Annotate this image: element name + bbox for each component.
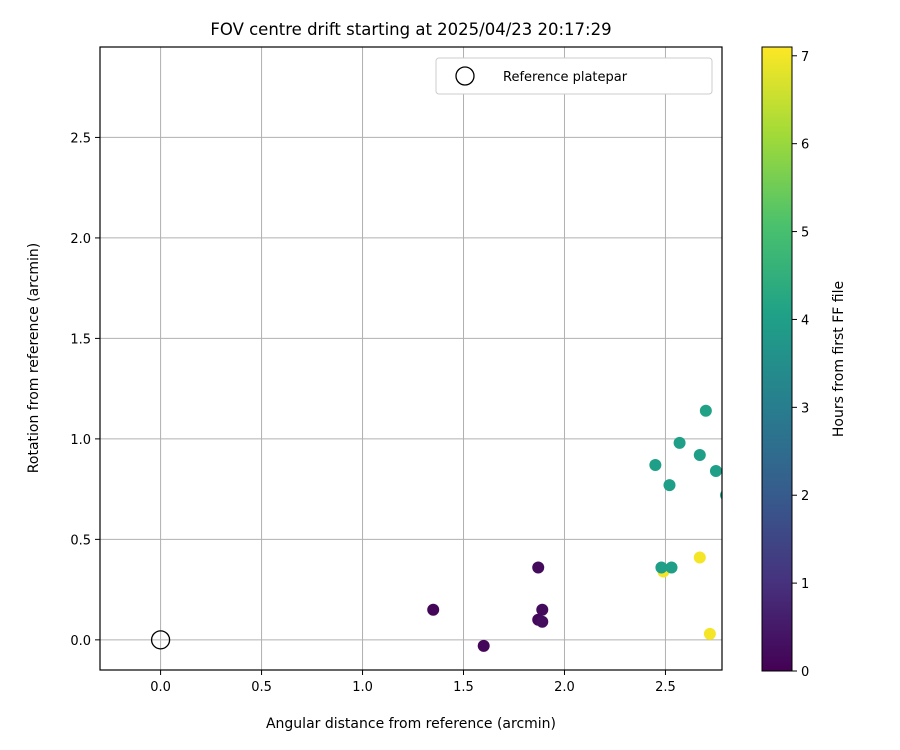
colorbar-tick-label: 6 xyxy=(801,138,809,153)
grid-lines xyxy=(100,47,722,670)
colorbar-tick-label: 5 xyxy=(801,226,809,241)
colorbar-tick-label: 4 xyxy=(801,313,809,328)
data-point xyxy=(532,561,545,574)
reference-marker-group xyxy=(150,630,171,650)
plot-frame xyxy=(99,46,723,671)
x-axis-ticks: 0.0 0.5 1.0 1.5 2.0 2.5 xyxy=(150,670,676,695)
colorbar-tick-label: 7 xyxy=(801,50,809,65)
colorbar-tick-label: 0 xyxy=(801,665,809,680)
data-point xyxy=(427,603,440,616)
colorbar-tick-label: 2 xyxy=(801,489,809,504)
y-axis-ticks: 0.0 0.5 1.0 1.5 2.0 2.5 xyxy=(70,131,100,649)
x-axis-label: Angular distance from reference (arcmin) xyxy=(266,716,556,732)
data-points xyxy=(427,404,722,652)
colorbar-tick-label: 1 xyxy=(801,577,809,592)
data-point xyxy=(663,479,676,492)
legend: Reference platepar xyxy=(435,57,713,95)
x-tick-label: 1.5 xyxy=(453,680,474,695)
legend-box xyxy=(435,57,713,95)
y-axis-label: Rotation from reference (arcmin) xyxy=(26,243,42,473)
reference-marker xyxy=(150,630,171,650)
y-tick-label: 1.0 xyxy=(70,433,91,448)
y-tick-label: 2.0 xyxy=(70,232,91,247)
data-point xyxy=(536,603,549,616)
colorbar xyxy=(761,46,793,672)
x-tick-label: 2.5 xyxy=(655,680,676,695)
legend-label-reference: Reference platepar xyxy=(503,70,628,85)
x-tick-label: 1.0 xyxy=(352,680,373,695)
y-tick-label: 0.5 xyxy=(70,533,91,548)
data-point xyxy=(703,627,716,640)
data-point xyxy=(665,561,678,574)
x-tick-label: 2.0 xyxy=(554,680,575,695)
x-tick-label: 0.0 xyxy=(150,680,171,695)
data-point xyxy=(655,561,668,574)
x-tick-label: 0.5 xyxy=(251,680,272,695)
chart-title: FOV centre drift starting at 2025/04/23 … xyxy=(210,20,611,39)
y-tick-label: 1.5 xyxy=(70,332,91,347)
data-point xyxy=(693,551,706,564)
colorbar-ticks: 0 1 2 3 4 5 6 7 xyxy=(792,50,809,680)
y-tick-label: 2.5 xyxy=(70,131,91,146)
data-point xyxy=(709,465,722,478)
data-point xyxy=(649,459,662,472)
data-point xyxy=(477,639,490,652)
data-point xyxy=(673,436,686,449)
colorbar-tick-label: 3 xyxy=(801,401,809,416)
y-tick-label: 0.0 xyxy=(70,634,91,649)
data-point xyxy=(693,448,706,461)
colorbar-label: Hours from first FF file xyxy=(831,281,847,437)
legend-marker-open-circle xyxy=(455,66,475,86)
data-point xyxy=(699,404,712,417)
data-point xyxy=(536,615,549,628)
